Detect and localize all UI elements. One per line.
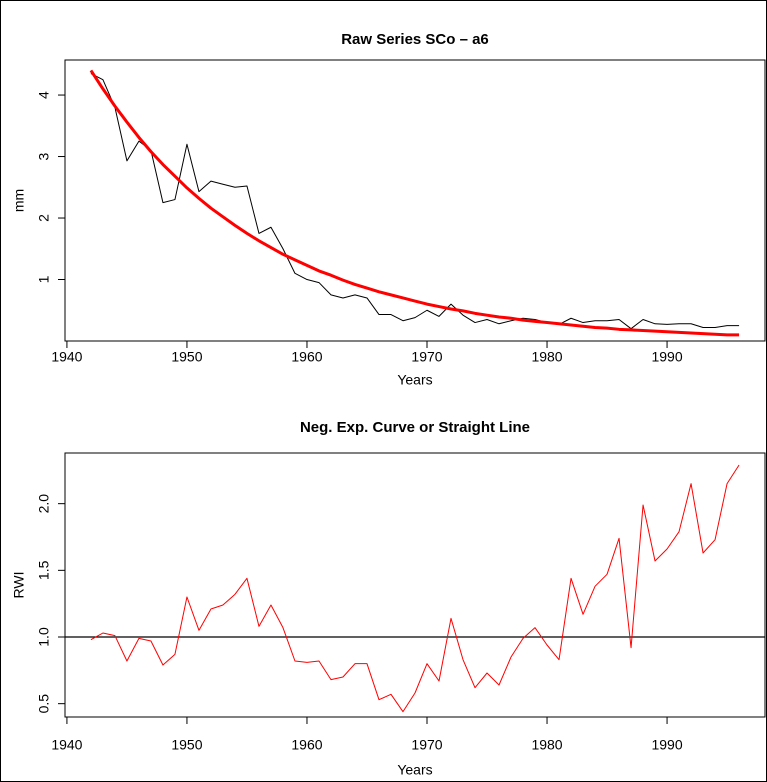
y-tick-label: 2.0 [36, 494, 52, 514]
x-tick-label: 1980 [531, 349, 562, 365]
x-tick-label: 1980 [531, 737, 562, 753]
y-tick-label: 1.0 [36, 627, 52, 647]
x-tick-label: 1950 [171, 737, 202, 753]
x-tick-label: 1990 [651, 349, 682, 365]
series-line [90, 464, 740, 713]
x-tick-label: 1970 [411, 349, 442, 365]
x-tick-label: 1940 [51, 737, 82, 753]
y-tick-label: 4 [36, 91, 52, 99]
x-axis-label: Years [397, 372, 432, 388]
chart-title: Neg. Exp. Curve or Straight Line [300, 419, 530, 436]
x-tick-label: 1950 [171, 349, 202, 365]
x-axis-label: Years [397, 762, 432, 778]
chart-title: Raw Series SCo – a6 [341, 31, 489, 48]
plot-frame [64, 452, 766, 718]
y-tick-label: 1 [36, 275, 52, 283]
y-tick-label: 3 [36, 152, 52, 160]
x-tick-label: 1960 [291, 737, 322, 753]
x-tick-label: 1960 [291, 349, 322, 365]
y-axis-label: mm [11, 189, 27, 212]
x-tick-label: 1970 [411, 737, 442, 753]
y-axis-label: RWI [11, 572, 27, 599]
plot-frame [64, 59, 766, 342]
x-tick-label: 1940 [51, 349, 82, 365]
y-tick-label: 0.5 [36, 694, 52, 714]
series-line [89, 69, 740, 337]
y-tick-label: 1.5 [36, 560, 52, 580]
x-tick-label: 1990 [651, 737, 682, 753]
y-tick-label: 2 [36, 214, 52, 222]
